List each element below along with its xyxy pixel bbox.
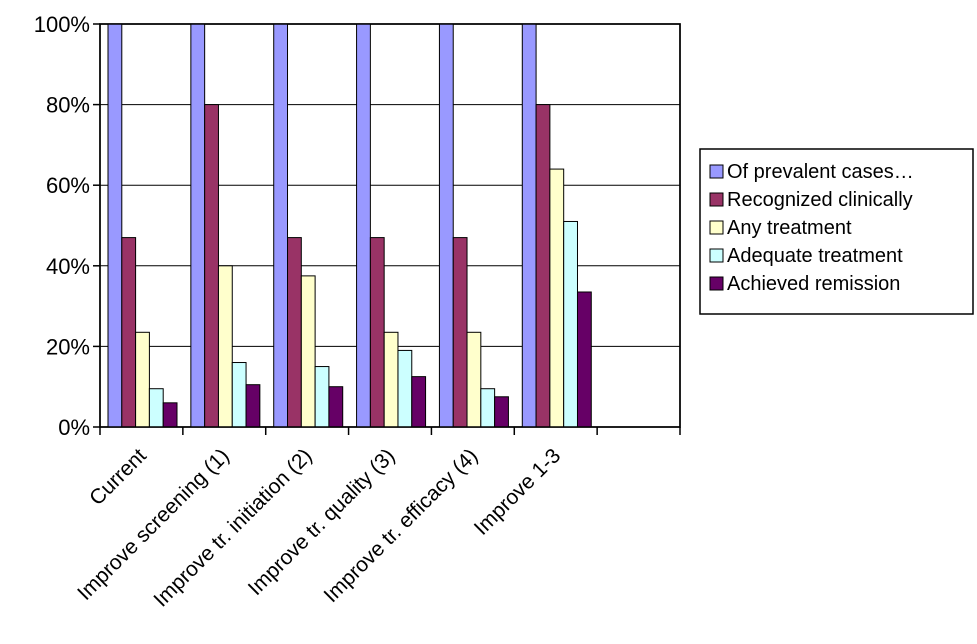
legend-swatch <box>709 164 724 179</box>
bar-of-prevalent-cases <box>273 23 289 428</box>
y-tick-label: 40% <box>46 254 90 279</box>
bar-any-treatment <box>300 275 316 428</box>
legend-swatch <box>709 248 724 263</box>
bar-achieved-remission <box>328 386 344 428</box>
bar-any-treatment <box>549 168 565 428</box>
legend-box <box>699 148 974 315</box>
bar-adequate-treatment <box>563 220 578 428</box>
y-tick-label: 80% <box>46 93 90 118</box>
legend-swatch <box>709 276 724 291</box>
y-tick-label: 20% <box>46 334 90 359</box>
legend: Of prevalent cases… Recognized clinically… <box>699 148 974 315</box>
y-tick-label: 100% <box>34 12 90 37</box>
bar-of-prevalent-cases <box>190 23 206 428</box>
bar-adequate-treatment <box>314 366 330 428</box>
bar-recognized-clinically <box>204 104 219 428</box>
bar-adequate-treatment <box>397 349 413 428</box>
x-tick-label: Improve screening (1) <box>73 444 234 605</box>
bar-recognized-clinically <box>121 237 137 428</box>
bar-any-treatment <box>217 265 233 428</box>
y-tick-label: 60% <box>46 173 90 198</box>
legend-label: Achieved remission <box>727 273 900 295</box>
bar-recognized-clinically <box>452 237 468 428</box>
bar-achieved-remission <box>245 384 261 428</box>
bar-of-prevalent-cases <box>438 23 454 428</box>
legend-label: Adequate treatment <box>727 245 903 267</box>
bar-recognized-clinically <box>287 237 302 428</box>
bar-achieved-remission <box>411 376 427 428</box>
legend-label: Of prevalent cases… <box>727 161 914 183</box>
bar-adequate-treatment <box>148 388 164 428</box>
bar-achieved-remission <box>162 402 178 428</box>
x-tick-label: Current <box>85 444 151 510</box>
plot-frame-outline <box>99 23 681 428</box>
x-tick-label: Improve tr. initiation (2) <box>149 444 316 611</box>
legend-swatch <box>709 192 724 207</box>
bar-any-treatment <box>135 331 150 428</box>
x-tick-label: Improve tr. efficacy (4) <box>320 444 483 607</box>
bar-achieved-remission <box>576 291 592 428</box>
bar-adequate-treatment <box>231 362 247 428</box>
bar-of-prevalent-cases <box>107 23 123 428</box>
bar-recognized-clinically <box>369 237 385 428</box>
x-tick-label: Improve 1-3 <box>470 444 565 539</box>
bar-adequate-treatment <box>480 388 496 428</box>
x-tick-label: Improve tr. quality (3) <box>244 444 400 600</box>
legend-label: Recognized clinically <box>727 189 913 211</box>
legend-swatch <box>709 220 724 235</box>
bar-any-treatment <box>466 331 482 428</box>
bar-of-prevalent-cases <box>356 23 371 428</box>
bars <box>99 23 681 428</box>
legend-label: Any treatment <box>727 217 852 239</box>
bar-any-treatment <box>383 331 399 428</box>
bar-recognized-clinically <box>535 104 551 428</box>
y-axis: 0% 20% 40% 60% 80% 100% <box>34 12 100 440</box>
bar-achieved-remission <box>494 396 509 428</box>
bar-of-prevalent-cases <box>521 23 537 428</box>
y-tick-label: 0% <box>58 415 90 440</box>
